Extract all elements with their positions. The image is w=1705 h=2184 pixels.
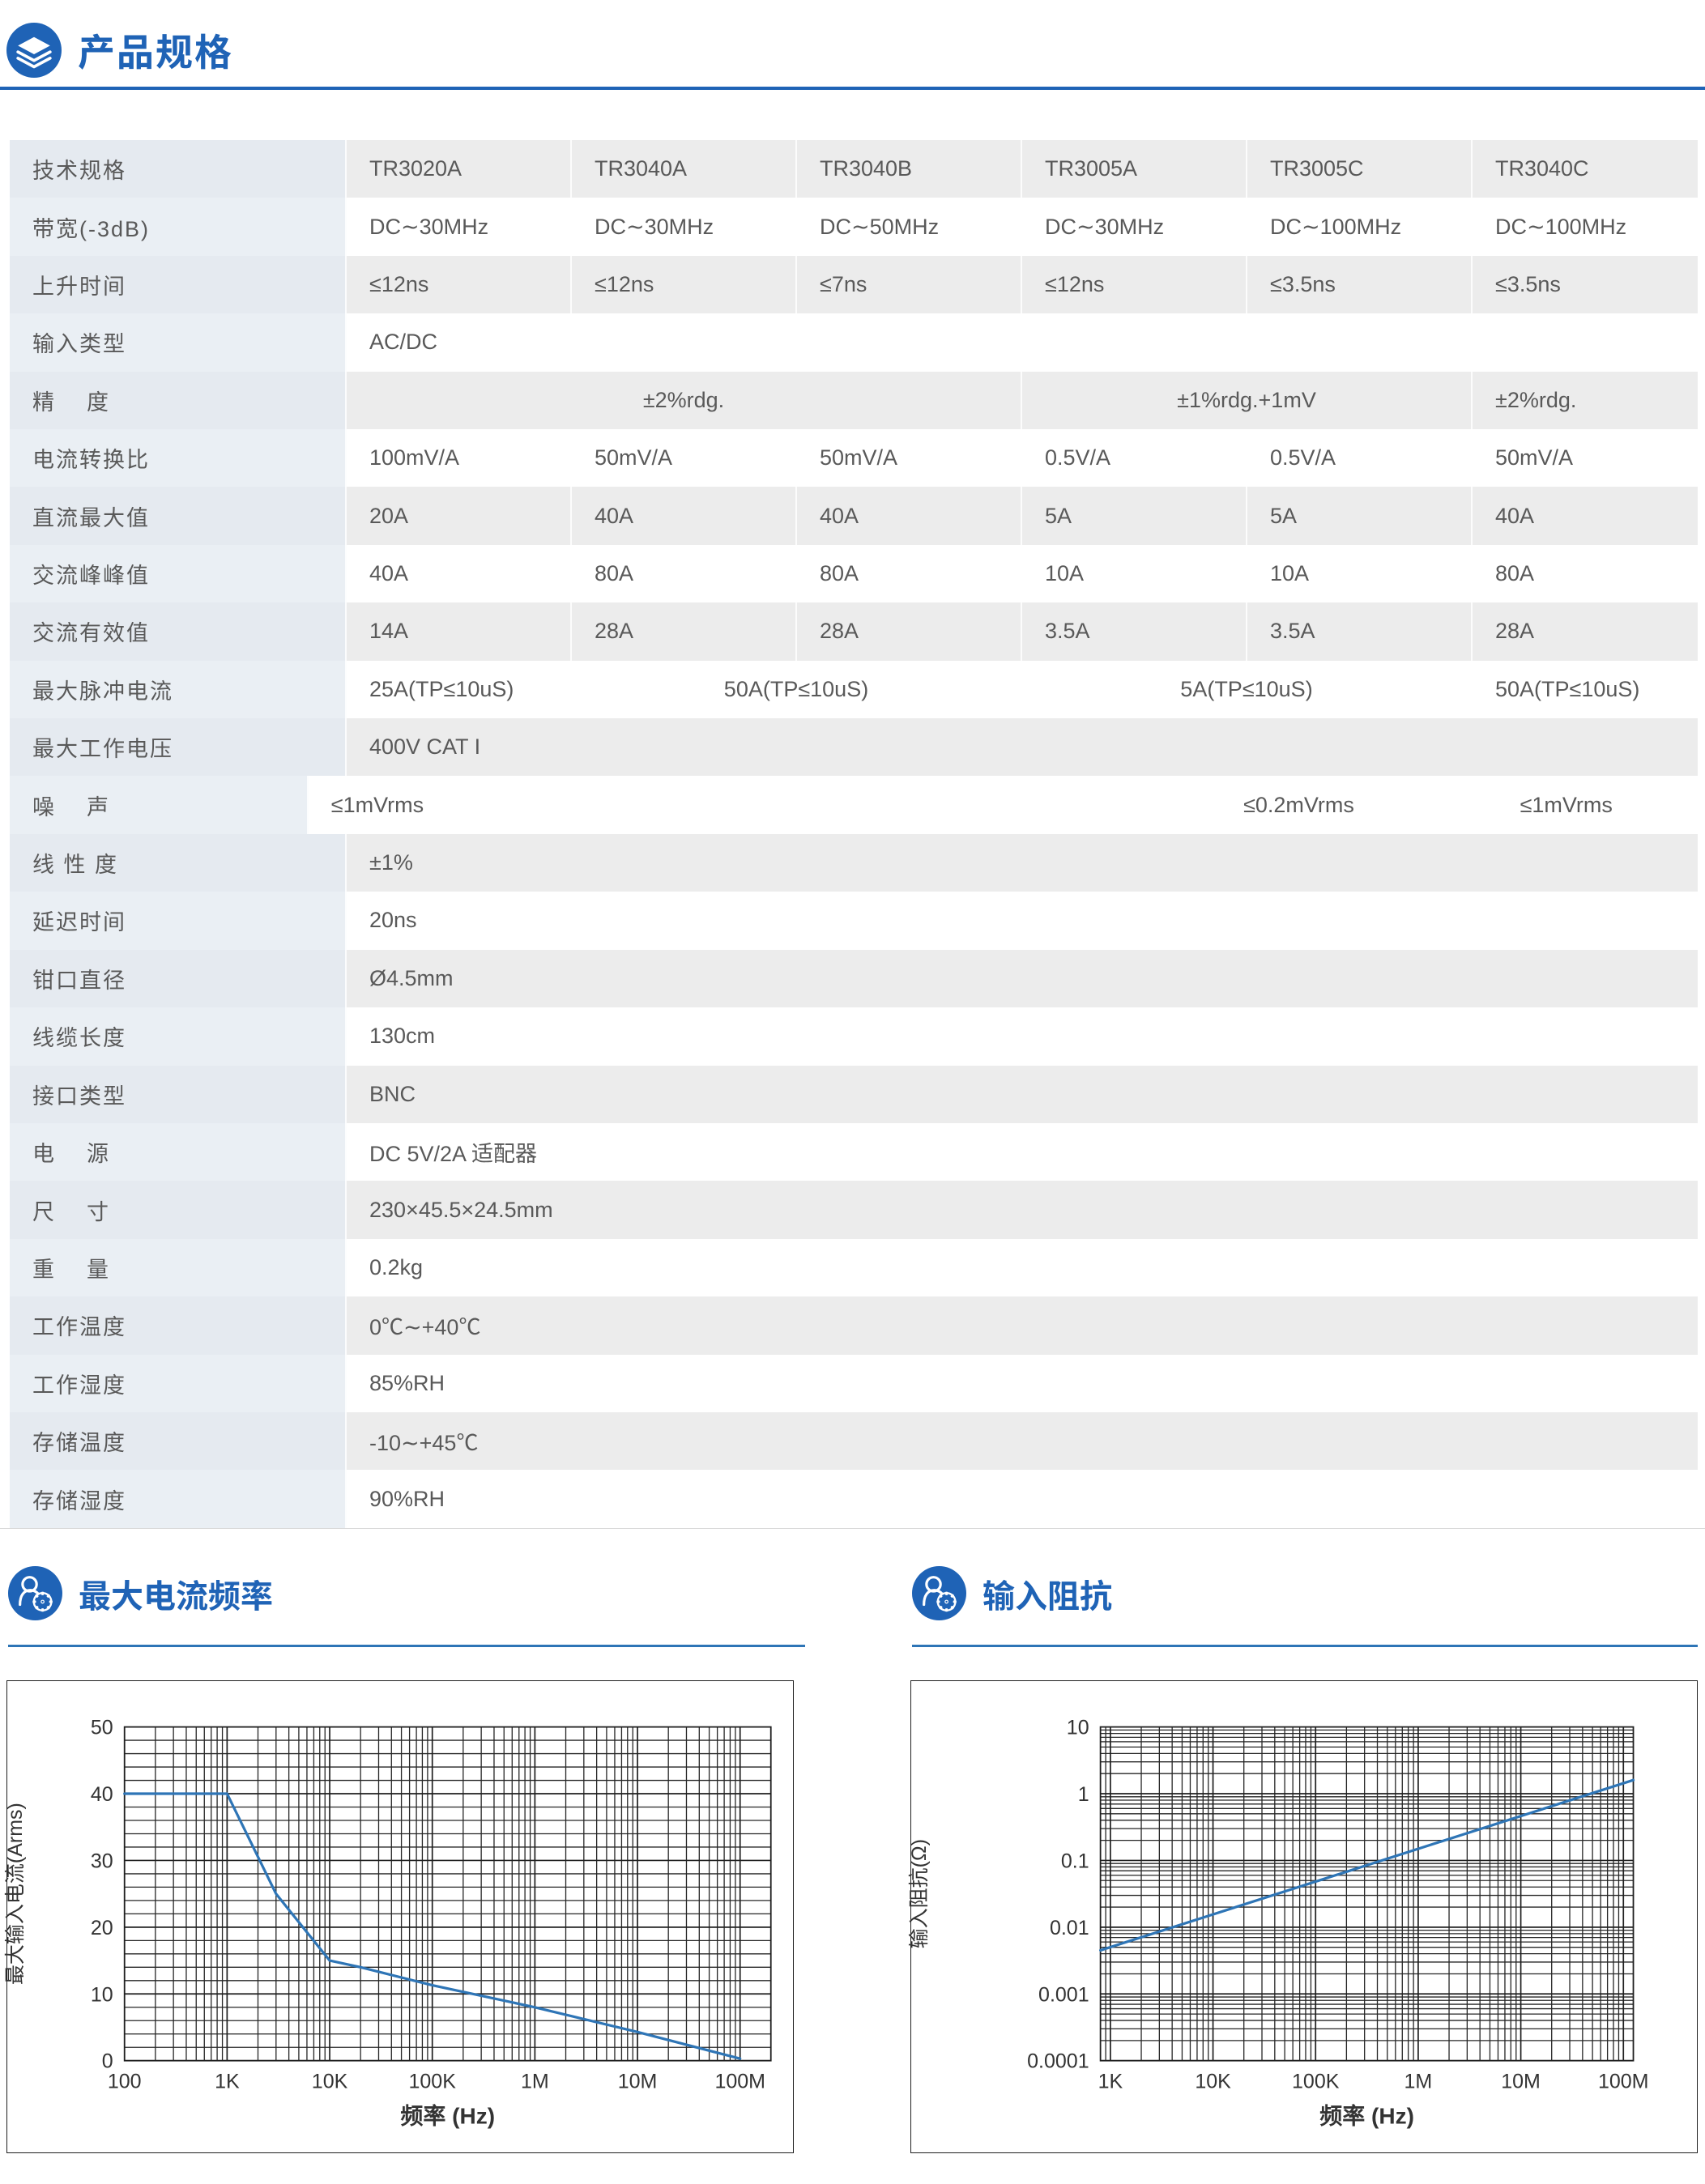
svg-text:10K: 10K (312, 2071, 348, 2093)
svg-text:100K: 100K (1292, 2071, 1340, 2093)
svg-text:1K: 1K (1098, 2071, 1123, 2093)
svg-text:10: 10 (91, 1983, 113, 2006)
svg-text:10: 10 (1067, 1717, 1089, 1739)
svg-text:0.1: 0.1 (1061, 1850, 1089, 1872)
svg-text:输入阻抗(Ω): 输入阻抗(Ω) (908, 1839, 931, 1948)
svg-text:0.01: 0.01 (1050, 1917, 1089, 1939)
svg-text:1: 1 (1078, 1783, 1089, 1806)
svg-text:10M: 10M (1501, 2071, 1541, 2093)
svg-text:40: 40 (91, 1783, 113, 1806)
svg-text:100M: 100M (1598, 2071, 1649, 2093)
svg-text:100M: 100M (714, 2071, 765, 2093)
svg-text:1M: 1M (521, 2071, 549, 2093)
svg-text:10M: 10M (618, 2071, 658, 2093)
svg-text:1K: 1K (215, 2071, 240, 2093)
svg-text:20: 20 (91, 1917, 113, 1939)
svg-text:0.001: 0.001 (1038, 1983, 1089, 2006)
svg-text:30: 30 (91, 1850, 113, 1872)
svg-text:100K: 100K (409, 2071, 457, 2093)
svg-text:50: 50 (91, 1717, 113, 1739)
svg-text:1M: 1M (1404, 2071, 1433, 2093)
svg-text:频率 (Hz): 频率 (Hz) (1319, 2103, 1414, 2129)
svg-text:最大输入电流(Arms): 最大输入电流(Arms) (4, 1803, 27, 1985)
svg-text:频率 (Hz): 频率 (Hz) (400, 2103, 495, 2129)
svg-text:100: 100 (108, 2071, 142, 2093)
svg-text:0.0001: 0.0001 (1027, 2050, 1089, 2073)
svg-text:10K: 10K (1195, 2071, 1231, 2093)
svg-text:0: 0 (102, 2050, 113, 2073)
